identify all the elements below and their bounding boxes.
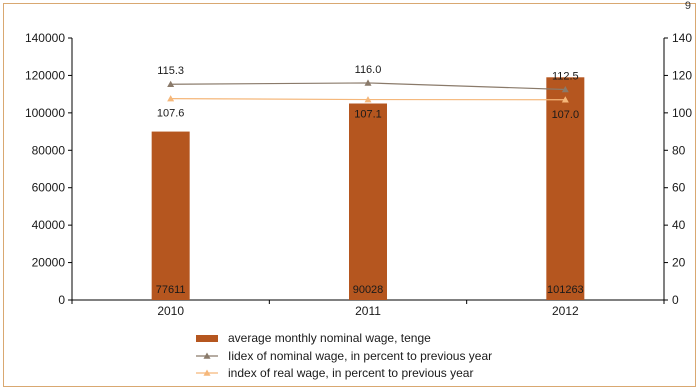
line-data-label: 107.6 <box>157 108 185 120</box>
series-point <box>364 96 372 103</box>
legend-label: index of real wage, in percent to previo… <box>228 366 473 380</box>
line-data-label: 116.0 <box>355 64 382 76</box>
bar-data-label: 101263 <box>547 284 584 296</box>
line-data-label: 112.5 <box>552 70 579 82</box>
bar-data-label: 77611 <box>156 284 186 296</box>
x-tick-label: 2011 <box>355 304 381 318</box>
y-right-tick-label: 40 <box>672 218 686 232</box>
bar-data-label: 90028 <box>353 284 384 296</box>
y-left-tick-label: 80000 <box>32 143 66 157</box>
y-right-tick-label: 120 <box>672 68 692 82</box>
bar <box>151 131 190 300</box>
line-data-label: 107.1 <box>354 109 382 121</box>
line-data-label: 115.3 <box>157 65 184 77</box>
corner-mark: 9 <box>684 0 691 12</box>
series-point <box>167 80 175 88</box>
chart-frame: 9 <box>3 0 696 387</box>
y-left-tick-label: 0 <box>58 293 65 307</box>
line-data-label: 107.0 <box>552 109 580 121</box>
y-right-tick-label: 140 <box>672 31 692 45</box>
y-right-tick-label: 100 <box>672 106 692 120</box>
series-point <box>561 85 569 93</box>
legend-swatch-marker <box>203 369 211 376</box>
y-right-tick-label: 60 <box>672 181 686 195</box>
y-right-tick-label: 20 <box>672 256 686 270</box>
y-left-tick-label: 20000 <box>32 256 66 270</box>
y-right-tick-label: 80 <box>672 143 686 157</box>
bar <box>349 103 387 300</box>
y-left-tick-label: 100000 <box>25 106 65 120</box>
x-tick-label: 2010 <box>157 304 184 318</box>
y-right-tick-label: 0 <box>672 293 679 307</box>
series-point <box>167 95 175 102</box>
legend-label: average monthly nominal wage, tenge <box>228 331 431 345</box>
y-left-tick-label: 60000 <box>32 181 66 195</box>
y-left-tick-label: 120000 <box>25 68 65 82</box>
series-point <box>364 79 372 86</box>
x-tick-label: 2012 <box>552 304 579 318</box>
y-left-tick-label: 40000 <box>32 218 66 232</box>
legend-swatch-bar <box>196 335 218 342</box>
legend-label: Iidex of nominal wage, in percent to pre… <box>228 349 492 363</box>
y-left-tick-label: 140000 <box>25 31 65 45</box>
legend-swatch-marker <box>203 352 211 359</box>
bar <box>546 77 585 300</box>
series-point <box>561 96 569 103</box>
